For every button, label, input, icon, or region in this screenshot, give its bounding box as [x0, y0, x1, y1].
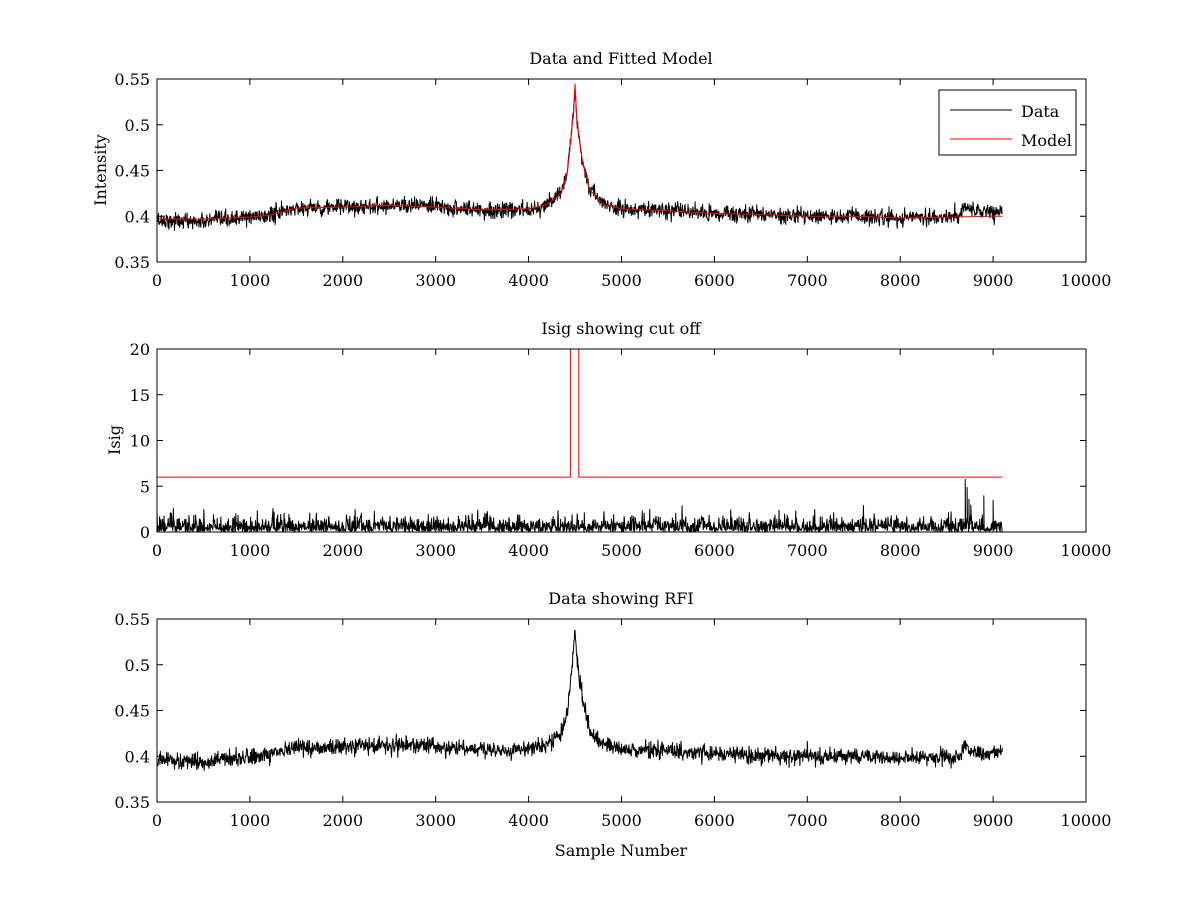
plot-frame — [156, 618, 1087, 803]
x-tick-label: 8000 — [880, 541, 921, 560]
plot-frame — [156, 348, 1087, 533]
series-line-model — [157, 83, 1003, 220]
x-tick-label: 5000 — [601, 541, 642, 560]
y-tick-label: 20 — [130, 340, 150, 359]
panel-data-showing-rfi: Data showing RFI Sample Number 0 1000 2000… — [114, 589, 1111, 860]
x-tick-label: 6000 — [694, 541, 735, 560]
y-tick-label: 0.55 — [114, 70, 150, 89]
x-tick-label: 1000 — [230, 811, 271, 830]
series-line-data — [157, 89, 1003, 231]
series-line-signal — [157, 629, 1003, 771]
x-tick-label: 4000 — [508, 271, 549, 290]
x-tick-label: 6000 — [694, 271, 735, 290]
x-tick-label: 5000 — [601, 811, 642, 830]
x-tick-label: 2000 — [322, 541, 363, 560]
panel-data-and-fitted-model: Data and Fitted Model Intensity 0 1000 200… — [91, 49, 1111, 290]
y-tick-label: 0.55 — [114, 610, 150, 629]
x-tick-label: 7000 — [787, 811, 828, 830]
x-tick-label: 3000 — [415, 271, 456, 290]
x-tick-label: 4000 — [508, 541, 549, 560]
x-tick-label: 6000 — [694, 811, 735, 830]
x-tick-label: 0 — [152, 811, 162, 830]
y-tick-label: 10 — [130, 432, 150, 451]
x-tick-label: 9000 — [973, 271, 1014, 290]
legend: Data Model — [938, 89, 1077, 156]
x-tick-label: 2000 — [322, 811, 363, 830]
y-axis-label: Isig — [105, 425, 124, 455]
x-tick-label: 7000 — [787, 271, 828, 290]
x-tick-label: 7000 — [787, 541, 828, 560]
y-tick-label: 15 — [130, 386, 150, 405]
x-tick-label: 4000 — [508, 811, 549, 830]
y-tick-label: 0.45 — [114, 702, 150, 721]
y-tick-label: 5 — [140, 477, 150, 496]
x-tick-label: 10000 — [1061, 811, 1112, 830]
x-tick-label: 1000 — [230, 541, 271, 560]
x-axis-label: Sample Number — [555, 841, 688, 860]
chart-title: Data and Fitted Model — [529, 49, 712, 68]
x-tick-label: 1000 — [230, 271, 271, 290]
y-tick-label: 0.35 — [114, 793, 150, 812]
x-tick-label: 8000 — [880, 271, 921, 290]
y-tick-label: 0.4 — [125, 747, 150, 766]
x-tick-label: 3000 — [415, 541, 456, 560]
legend-label-data: Data — [1021, 102, 1060, 121]
legend-label-model: Model — [1021, 131, 1072, 150]
x-tick-label: 0 — [152, 271, 162, 290]
y-tick-label: 0.35 — [114, 253, 150, 272]
chart-title: Isig showing cut off — [541, 319, 702, 338]
y-tick-label: 0 — [140, 523, 150, 542]
x-tick-label: 8000 — [880, 811, 921, 830]
y-tick-label: 0.45 — [114, 162, 150, 181]
x-tick-label: 0 — [152, 541, 162, 560]
y-tick-label: 0.4 — [125, 207, 150, 226]
x-tick-label: 2000 — [322, 271, 363, 290]
y-tick-label: 0.5 — [125, 116, 150, 135]
panel-isig-showing-cut-off: Isig showing cut off Isig 0 1000 2000 3000 4… — [105, 319, 1111, 560]
x-tick-label: 5000 — [601, 271, 642, 290]
chart-title: Data showing RFI — [548, 589, 693, 608]
y-axis-label: Intensity — [91, 134, 110, 206]
y-tick-label: 0.5 — [125, 656, 150, 675]
legend-box — [938, 89, 1077, 156]
x-tick-label: 3000 — [415, 811, 456, 830]
series-line-signal — [157, 478, 1003, 532]
x-tick-label: 9000 — [973, 541, 1014, 560]
x-tick-label: 10000 — [1061, 271, 1112, 290]
series-line-cutoff — [157, 349, 1003, 478]
x-tick-label: 10000 — [1061, 541, 1112, 560]
x-tick-label: 9000 — [973, 811, 1014, 830]
